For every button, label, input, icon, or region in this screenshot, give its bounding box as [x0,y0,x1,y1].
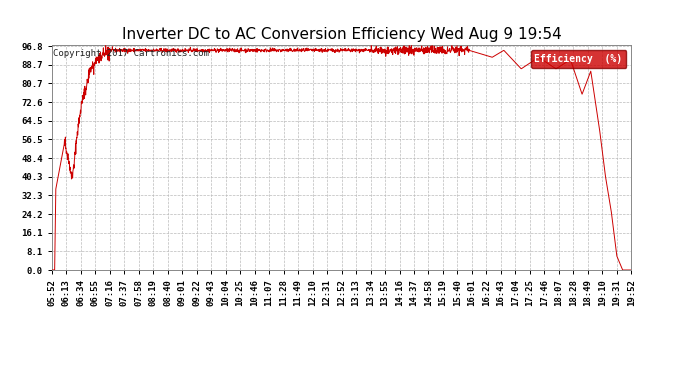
Text: Copyright 2017 Cartronics.com: Copyright 2017 Cartronics.com [53,50,209,58]
Legend: Efficiency  (%): Efficiency (%) [531,50,627,68]
Title: Inverter DC to AC Conversion Efficiency Wed Aug 9 19:54: Inverter DC to AC Conversion Efficiency … [121,27,562,42]
